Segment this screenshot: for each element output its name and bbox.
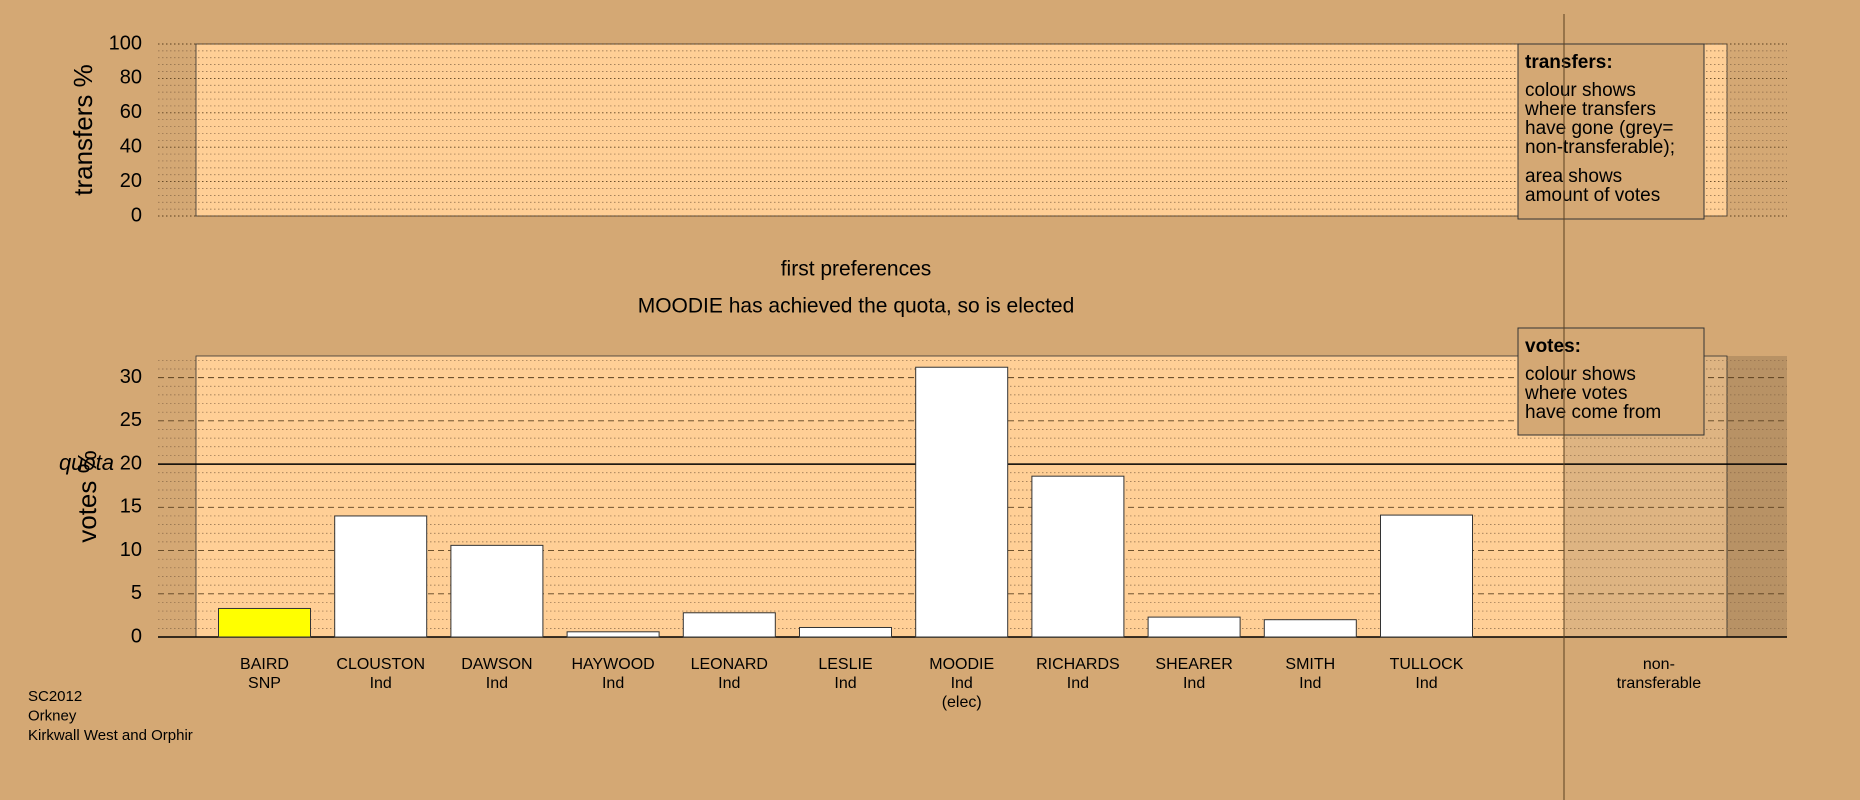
legend-text: area shows — [1525, 166, 1622, 187]
x-tick-label: SNP — [248, 675, 281, 692]
y-tick-label: 100 — [109, 32, 142, 54]
x-tick-label: Ind — [1415, 675, 1437, 692]
x-tick-label: LEONARD — [691, 656, 768, 673]
bar — [334, 515, 428, 638]
legend-box — [1517, 43, 1705, 220]
x-tick-label: Ind — [951, 675, 973, 692]
x-tick-label: (elec) — [942, 694, 982, 711]
legend-text: have come from — [1525, 402, 1661, 423]
bar — [1263, 619, 1357, 638]
x-tick-label: CLOUSTON — [336, 656, 425, 673]
x-tick-label: Ind — [1183, 675, 1205, 692]
bar — [915, 366, 1009, 638]
x-tick-label: Ind — [370, 675, 392, 692]
x-tick-label: Ind — [1067, 675, 1089, 692]
y-tick-label: 80 — [120, 67, 142, 89]
bar — [450, 544, 544, 638]
y-tick-label: 20 — [120, 452, 142, 474]
bar — [218, 607, 311, 638]
legend-text: amount of votes — [1525, 185, 1660, 206]
legend-title: transfers: — [1525, 52, 1613, 73]
y-tick-label: 20 — [120, 170, 142, 192]
x-tick-label: Ind — [834, 675, 856, 692]
y-tick-label: 0 — [131, 204, 142, 226]
x-tick-label: HAYWOOD — [571, 656, 654, 673]
chart-title: first preferences — [781, 258, 932, 281]
x-tick-label: Ind — [718, 675, 740, 692]
legend-text: non-transferable); — [1525, 137, 1675, 158]
y-tick-label: 15 — [120, 496, 142, 518]
y-tick-label: 25 — [120, 409, 142, 431]
x-tick-label: MOODIE — [929, 656, 994, 673]
footer-text: SC2012 — [28, 688, 82, 705]
plot-area — [195, 43, 1728, 217]
legend-text: colour shows — [1525, 80, 1636, 101]
bar — [799, 626, 892, 638]
bar — [1380, 514, 1473, 638]
x-tick-label: DAWSON — [461, 656, 532, 673]
bar — [682, 612, 776, 638]
legend-box — [1517, 327, 1705, 436]
y-tick-label: 60 — [120, 101, 142, 123]
x-tick-label: SHEARER — [1155, 656, 1232, 673]
y-tick-label: 30 — [120, 366, 142, 388]
y-axis-label: votes % — [72, 450, 102, 543]
x-tick-label: RICHARDS — [1036, 656, 1120, 673]
x-tick-label: Ind — [602, 675, 624, 692]
footer-text: Orkney — [28, 707, 77, 724]
bar — [1031, 475, 1125, 638]
x-tick-label: non- — [1643, 656, 1675, 673]
x-tick-label: Ind — [1299, 675, 1321, 692]
legend-text: colour shows — [1525, 364, 1636, 385]
y-tick-label: 10 — [120, 539, 142, 561]
y-tick-label: 40 — [120, 135, 142, 157]
chart-subtitle: MOODIE has achieved the quota, so is ele… — [638, 295, 1075, 318]
y-tick-label: 0 — [131, 625, 142, 647]
bar — [566, 631, 660, 638]
x-tick-label: transferable — [1617, 675, 1702, 692]
quota-label: quota — [59, 450, 114, 475]
bar — [1147, 616, 1241, 638]
x-tick-label: Ind — [486, 675, 508, 692]
footer-text: Kirkwall West and Orphir — [28, 727, 193, 744]
x-tick-label: SMITH — [1285, 656, 1335, 673]
legend-text: have gone (grey= — [1525, 118, 1673, 139]
legend-text: where transfers — [1524, 99, 1656, 120]
x-tick-label: LESLIE — [818, 656, 872, 673]
legend-text: where votes — [1524, 383, 1627, 404]
x-tick-label: BAIRD — [240, 656, 289, 673]
y-tick-label: 5 — [131, 582, 142, 604]
legend-title: votes: — [1525, 336, 1581, 357]
y-axis-label: transfers % — [68, 64, 98, 196]
x-tick-label: TULLOCK — [1390, 656, 1464, 673]
